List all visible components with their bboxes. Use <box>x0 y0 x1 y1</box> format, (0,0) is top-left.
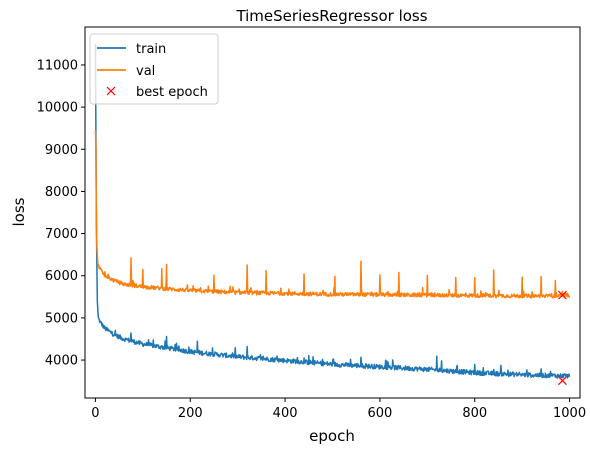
y-tick-label: 7000 <box>45 227 78 242</box>
plot-frame <box>84 26 581 399</box>
series-line-val <box>94 130 571 299</box>
x-tick-label: 0 <box>91 406 99 421</box>
best-epoch-marker <box>558 290 567 300</box>
legend-swatch-best-epoch <box>106 86 116 96</box>
marker-layer <box>558 290 567 386</box>
y-tick-label: 5000 <box>45 311 78 326</box>
x-axis-label: epoch <box>309 427 355 445</box>
x-tick-label: 1000 <box>553 406 586 421</box>
x-tick-label: 600 <box>367 406 392 421</box>
legend: train val best epoch <box>89 33 219 105</box>
chart-title: TimeSeriesRegressor loss <box>235 7 427 25</box>
y-axis-ticks: 4000 5000 6000 7000 8000 9000 10000 11000 <box>37 58 85 369</box>
x-axis-ticks: 0 200 400 600 800 1000 <box>91 398 586 421</box>
legend-label-best-epoch: best epoch <box>136 85 208 100</box>
legend-marker-x <box>106 86 116 96</box>
legend-label-train: train <box>136 42 166 57</box>
series-layer <box>94 43 571 379</box>
y-tick-label: 6000 <box>45 269 78 284</box>
legend-label-val: val <box>136 64 155 79</box>
x-tick-label: 200 <box>178 406 203 421</box>
y-tick-label: 9000 <box>45 143 78 158</box>
x-tick-label: 800 <box>462 406 487 421</box>
x-tick-label: 400 <box>273 406 298 421</box>
y-axis-label: loss <box>10 197 28 226</box>
y-tick-label: 10000 <box>37 101 78 116</box>
legend-box <box>89 33 219 105</box>
y-tick-label: 4000 <box>45 354 78 369</box>
y-tick-label: 11000 <box>37 58 78 73</box>
best-epoch-marker <box>558 376 567 386</box>
series-line-train <box>94 43 571 379</box>
y-tick-label: 8000 <box>45 185 78 200</box>
